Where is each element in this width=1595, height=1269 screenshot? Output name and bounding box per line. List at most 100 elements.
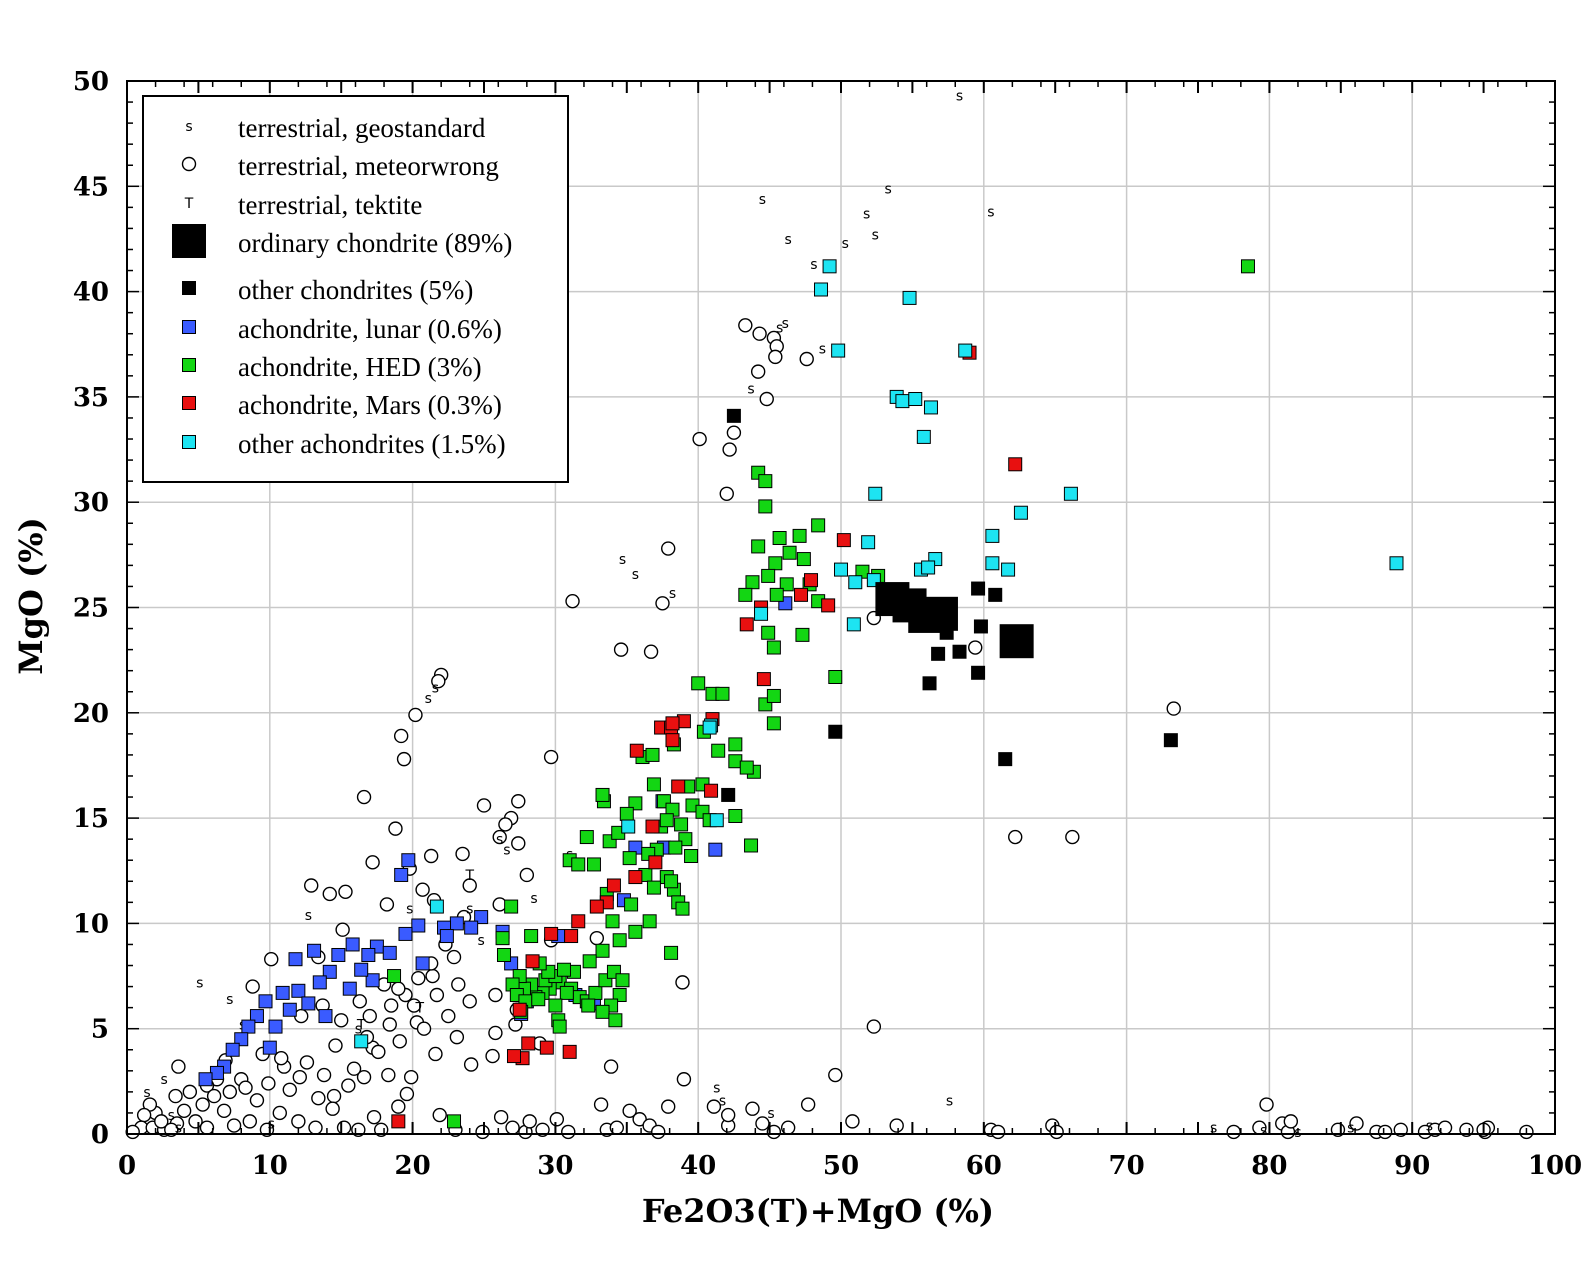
data-point [985, 556, 1000, 571]
data-point [759, 391, 774, 407]
data-point [624, 897, 639, 912]
y-tick-label: 30 [73, 488, 109, 518]
x-axis-title: Fe2O3(T)+MgO (%) [642, 1192, 994, 1230]
data-point [622, 851, 637, 866]
data-point: s [872, 228, 879, 244]
data-point [495, 931, 510, 946]
data-point [195, 1097, 210, 1112]
data-point [721, 787, 736, 802]
y-tick-label: 25 [73, 594, 109, 624]
y-tick-label: 0 [91, 1120, 109, 1150]
data-point [336, 1120, 352, 1135]
data-point [571, 914, 586, 929]
data-point [447, 1114, 462, 1129]
data-point [990, 1124, 1006, 1140]
data-point: T [464, 868, 474, 884]
legend-label: achondrite, HED (3%) [238, 352, 482, 382]
data-point [531, 992, 546, 1007]
data-point [561, 1124, 576, 1140]
data-point [394, 867, 409, 882]
data-point [451, 977, 466, 992]
series-7 [391, 345, 1023, 1129]
data-point [328, 1038, 343, 1053]
data-point [423, 848, 439, 864]
data-point [612, 988, 627, 1003]
data-point [391, 981, 406, 996]
data-point [388, 821, 403, 836]
data-point [387, 969, 402, 984]
legend-marker [182, 435, 196, 449]
data-point [425, 968, 440, 984]
data-point [866, 1019, 882, 1034]
legend-marker: T [184, 196, 194, 212]
data-point [379, 897, 395, 912]
data-point [661, 1099, 676, 1114]
data-point [1001, 562, 1016, 577]
legend-label: ordinary chondrite (89%) [238, 228, 512, 258]
data-point [1377, 1124, 1393, 1140]
data-point [261, 1076, 276, 1091]
data-point: s [168, 1108, 175, 1124]
data-point [521, 1036, 536, 1051]
data-point [1013, 505, 1028, 520]
data-point [318, 1009, 333, 1024]
data-point [398, 926, 413, 941]
data-point: s [669, 586, 676, 602]
data-point [356, 1069, 372, 1085]
data-point: s [406, 902, 413, 918]
data-point [216, 1103, 232, 1119]
data-point [973, 619, 988, 634]
data-point [831, 343, 846, 358]
data-point [136, 1107, 152, 1123]
data-point [552, 1019, 567, 1034]
data-point [739, 760, 754, 775]
data-point [622, 1103, 637, 1119]
data-point [750, 364, 766, 379]
data-point [345, 937, 360, 952]
data-point [411, 970, 426, 986]
data-point [971, 581, 986, 596]
data-point [828, 1067, 843, 1083]
data-point [782, 545, 797, 560]
data-point [264, 952, 279, 967]
data-point [709, 813, 724, 828]
data-point [761, 625, 776, 640]
data-point [772, 531, 787, 546]
data-point: s [477, 933, 484, 949]
data-point [268, 1019, 283, 1034]
data-point [408, 707, 423, 723]
legend-label: achondrite, Mars (0.3%) [238, 390, 502, 420]
data-point [999, 624, 1034, 659]
data-point: s [713, 1081, 720, 1097]
data-point [921, 560, 936, 575]
data-point [646, 777, 661, 792]
data-point [288, 952, 303, 967]
data-point [493, 1109, 509, 1125]
data-point [391, 1099, 406, 1114]
data-point [889, 1118, 904, 1133]
data-point [586, 857, 601, 872]
data-point [706, 1099, 722, 1114]
data-point: s [1426, 1119, 1433, 1135]
data-point [176, 1103, 192, 1119]
data-point: s [785, 232, 792, 248]
data-point [628, 870, 643, 885]
data-point [836, 533, 851, 548]
data-point [245, 979, 260, 994]
data-point: s [496, 832, 503, 848]
data-point [1283, 1114, 1299, 1129]
data-point [307, 943, 322, 958]
data-point [605, 914, 620, 929]
data-point [475, 1124, 490, 1140]
data-point [931, 646, 946, 661]
data-point [902, 290, 917, 305]
data-point [338, 884, 353, 900]
data-point [399, 1086, 415, 1102]
data-point [779, 577, 794, 592]
data-point [792, 528, 807, 543]
data-point [274, 1050, 289, 1066]
axis-ticks [126, 80, 1556, 1135]
data-point [828, 724, 843, 739]
data-point [751, 539, 766, 554]
